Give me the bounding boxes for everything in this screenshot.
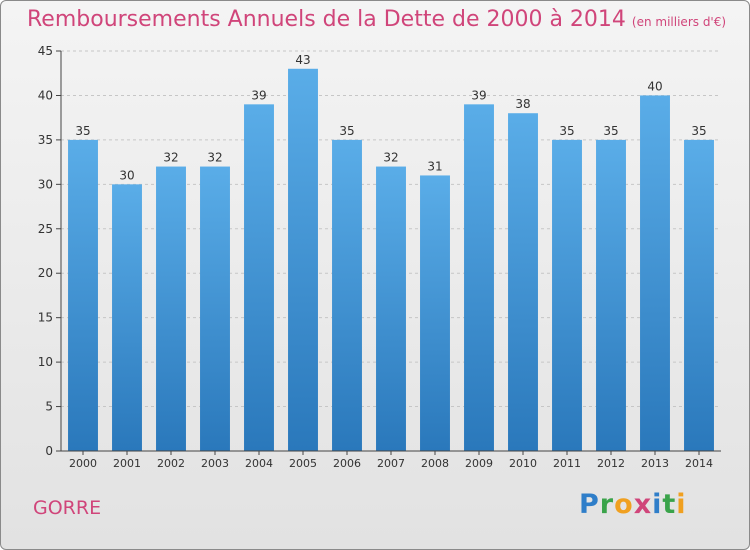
logo-letter: i xyxy=(676,489,687,520)
logo-letter: P xyxy=(579,489,600,520)
logo-letter: i xyxy=(652,489,663,520)
data-label: 43 xyxy=(295,53,310,67)
bar xyxy=(332,139,362,451)
data-label: 31 xyxy=(427,159,442,173)
data-label: 35 xyxy=(559,124,574,138)
place-name: GORRE xyxy=(33,497,102,519)
x-tick-label: 2007 xyxy=(377,457,405,470)
data-label: 39 xyxy=(471,88,486,102)
x-tick-label: 2005 xyxy=(289,457,317,470)
bar xyxy=(68,139,98,451)
bar xyxy=(376,166,406,452)
data-label: 38 xyxy=(515,97,530,111)
y-tick-label: 15 xyxy=(38,311,53,325)
chart-title-text: Remboursements Annuels de la Dette de 20… xyxy=(27,7,626,32)
bar xyxy=(596,139,626,451)
proxiti-logo[interactable]: Proxiti xyxy=(579,489,687,520)
x-tick-label: 2002 xyxy=(157,457,185,470)
x-tick-label: 2010 xyxy=(509,457,537,470)
chart-title: Remboursements Annuels de la Dette de 20… xyxy=(27,7,726,32)
x-tick-label: 2004 xyxy=(245,457,273,470)
data-label: 32 xyxy=(383,151,398,165)
data-label: 35 xyxy=(339,124,354,138)
y-tick-label: 25 xyxy=(38,222,53,236)
logo-letter: t xyxy=(662,489,677,520)
x-tick-label: 2011 xyxy=(553,457,581,470)
chart-unit: (en milliers d'€) xyxy=(631,15,727,29)
bars xyxy=(68,68,714,452)
x-tick-label: 2013 xyxy=(641,457,669,470)
x-tick-label: 2008 xyxy=(421,457,449,470)
bar xyxy=(552,139,582,451)
x-tick-label: 2014 xyxy=(685,457,713,470)
x-tick-label: 2006 xyxy=(333,457,361,470)
bar xyxy=(200,166,230,452)
data-label: 35 xyxy=(691,124,706,138)
data-labels: 35 30 32 32 39 43 35 32 31 39 38 35 35 40 35 xyxy=(75,53,706,183)
logo-letter: o xyxy=(614,489,634,520)
y-tick-label: 10 xyxy=(38,355,53,369)
bar xyxy=(684,139,714,451)
data-label: 35 xyxy=(603,124,618,138)
bar xyxy=(508,113,538,451)
logo-letter: r xyxy=(599,489,615,520)
x-tick-label: 2001 xyxy=(113,457,141,470)
y-tick-label: 35 xyxy=(38,133,53,147)
data-label: 32 xyxy=(207,151,222,165)
x-tick-label: 2003 xyxy=(201,457,229,470)
bar xyxy=(156,166,186,452)
bar xyxy=(464,104,494,451)
bar xyxy=(640,95,670,451)
y-tick-label: 20 xyxy=(38,266,53,280)
logo-letter: x xyxy=(633,489,653,520)
bar xyxy=(288,68,318,452)
x-tick-label: 2009 xyxy=(465,457,493,470)
y-tick-label: 45 xyxy=(38,44,53,58)
y-tick-label: 5 xyxy=(45,400,53,414)
y-tick-label: 0 xyxy=(45,444,53,458)
data-label: 30 xyxy=(119,168,134,182)
x-tick-label: 2000 xyxy=(69,457,97,470)
axes: 0 5 10 15 20 25 30 35 40 45 2000 2001 2002 2003 2004 20… xyxy=(38,44,721,470)
bar xyxy=(420,175,450,451)
data-label: 32 xyxy=(163,151,178,165)
x-tick-label: 2012 xyxy=(597,457,625,470)
data-label: 40 xyxy=(647,79,662,93)
y-tick-label: 40 xyxy=(38,88,53,102)
y-tick-label: 30 xyxy=(38,177,53,191)
data-label: 39 xyxy=(251,88,266,102)
bar xyxy=(112,184,142,452)
bar xyxy=(244,104,274,451)
data-label: 35 xyxy=(75,124,90,138)
